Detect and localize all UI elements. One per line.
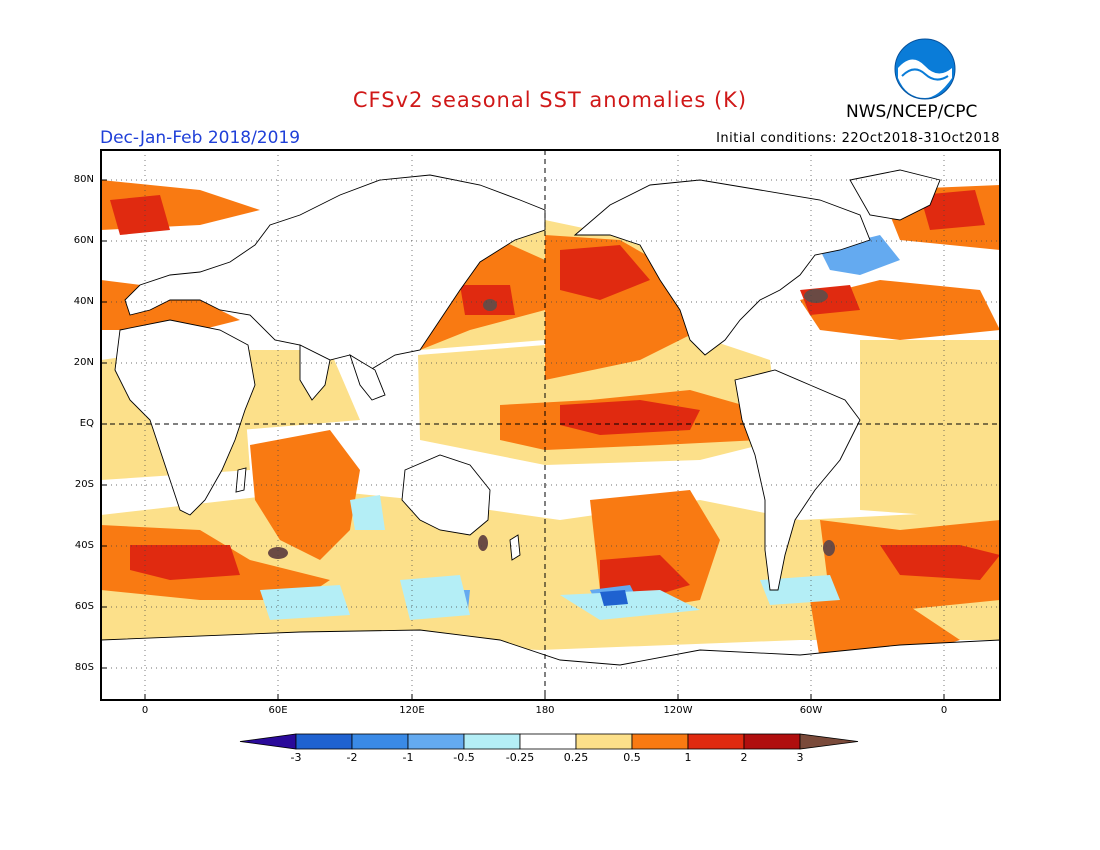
- anomaly-field: [101, 150, 1000, 700]
- lon-label-60e: 60E: [268, 705, 288, 716]
- colorbar-label: -0.5: [453, 751, 475, 764]
- colorbar-segment: [407, 733, 465, 750]
- colorbar-label: -3: [290, 751, 302, 764]
- colorbar-label: 1: [684, 751, 692, 764]
- lat-label-80n: 80N: [73, 174, 94, 185]
- lon-label-0-right: 0: [940, 705, 948, 716]
- colorbar-segment: [463, 733, 521, 750]
- noaa-logo: [894, 38, 956, 100]
- colorbar-label: 2: [740, 751, 748, 764]
- grid-lines: [101, 150, 1000, 700]
- colorbar-segment: [519, 733, 577, 750]
- lat-label-80s: 80S: [74, 662, 94, 673]
- forecast-period: Dec-Jan-Feb 2018/2019: [100, 128, 301, 148]
- lat-label-eq: EQ: [79, 418, 94, 429]
- colorbar-label: 0.25: [563, 751, 589, 764]
- lat-label-20s: 20S: [74, 479, 94, 490]
- lon-label-0-left: 0: [141, 705, 149, 716]
- lat-label-60n: 60N: [73, 235, 94, 246]
- lat-label-40s: 40S: [74, 540, 94, 551]
- map-frame: [100, 149, 1001, 701]
- colorbar-label: -2: [346, 751, 358, 764]
- lat-label-20n: 20N: [73, 357, 94, 368]
- lon-label-120e: 120E: [399, 705, 425, 716]
- lon-label-120w: 120W: [663, 705, 693, 716]
- colorbar-segment: [799, 733, 859, 750]
- colorbar-segment: [295, 733, 353, 750]
- lon-label-60w: 60W: [799, 705, 823, 716]
- colorbar-label: 0.5: [623, 751, 641, 764]
- continents: [101, 169, 1000, 700]
- map-title: CFSv2 seasonal SST anomalies (K): [352, 88, 748, 112]
- colorbar-segment: [743, 733, 801, 750]
- colorbar-segment: [687, 733, 745, 750]
- colorbar-segment: [239, 733, 297, 750]
- colorbar-segment: [575, 733, 633, 750]
- colorbar-label: -0.25: [505, 751, 535, 764]
- initial-conditions: Initial conditions: 22Oct2018-31Oct2018: [716, 131, 1000, 146]
- lat-label-60s: 60S: [74, 601, 94, 612]
- colorbar-label: -1: [402, 751, 414, 764]
- colorbar-label: 3: [796, 751, 804, 764]
- colorbar-segment: [351, 733, 409, 750]
- lon-label-180: 180: [535, 705, 555, 716]
- lat-label-40n: 40N: [73, 296, 94, 307]
- org-label: NWS/NCEP/CPC: [846, 102, 978, 122]
- colorbar-segment: [631, 733, 689, 750]
